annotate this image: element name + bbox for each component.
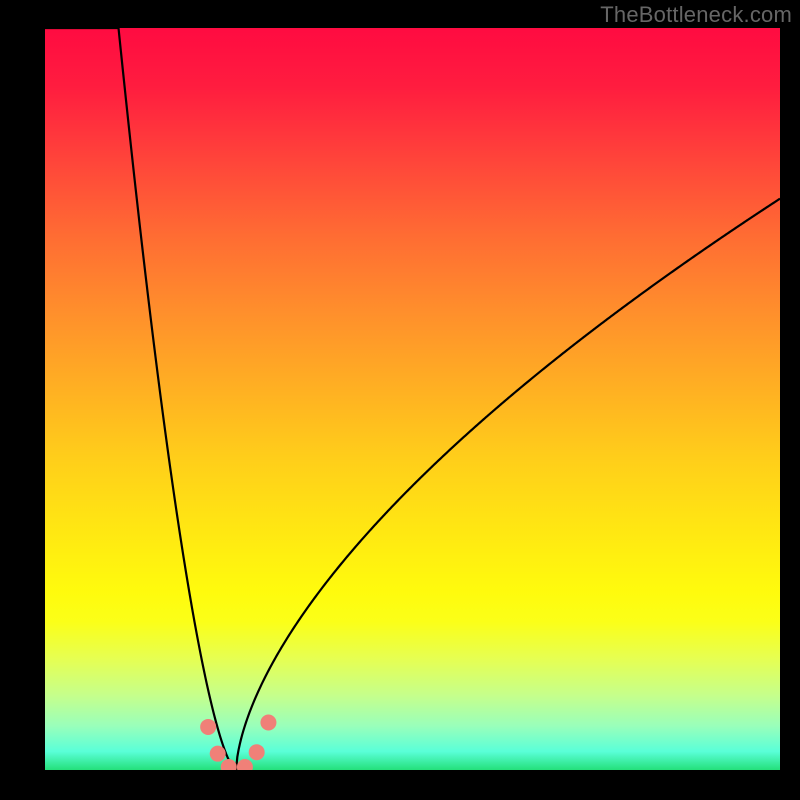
chart-stage: TheBottleneck.com (0, 0, 800, 800)
data-marker (210, 746, 225, 761)
watermark-text: TheBottleneck.com (600, 2, 792, 28)
data-marker (249, 745, 264, 760)
data-marker (261, 715, 276, 730)
plot-gradient-background (45, 28, 780, 770)
data-marker (201, 719, 216, 734)
bottleneck-chart (0, 0, 800, 800)
